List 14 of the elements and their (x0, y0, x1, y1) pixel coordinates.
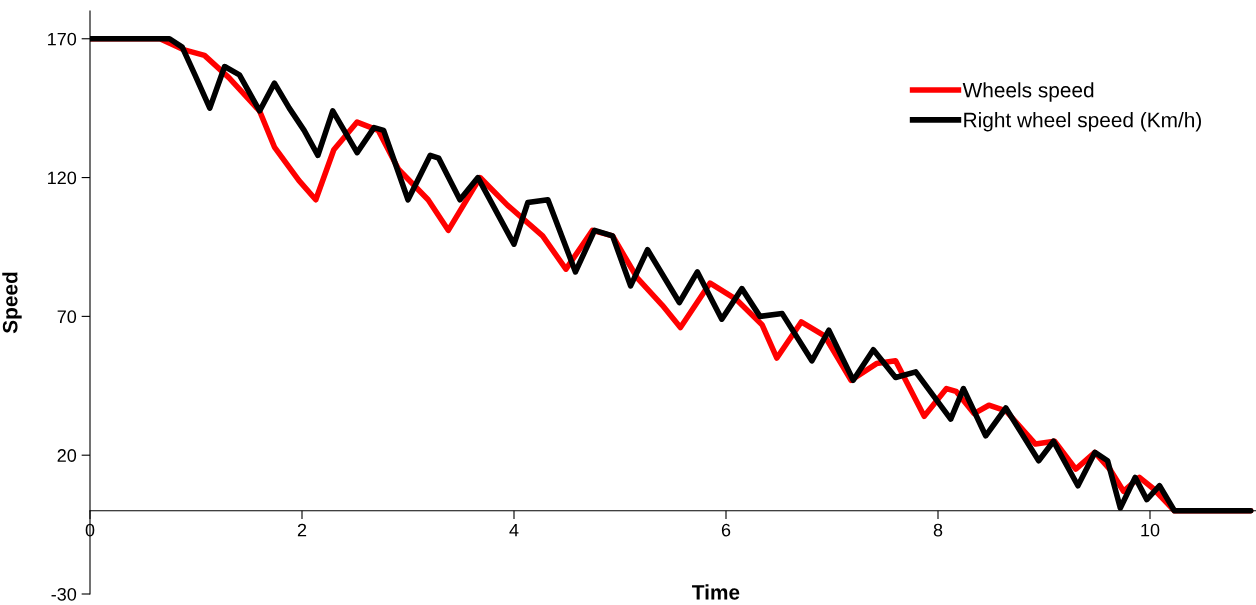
x-tick-label: 8 (933, 523, 943, 537)
x-tick-label: 10 (1141, 523, 1160, 537)
x-axis-title: Time (692, 584, 740, 600)
y-tick-label: 170 (48, 32, 77, 46)
x-tick-label: 4 (509, 523, 519, 537)
y-tick-label: 120 (48, 171, 77, 185)
x-tick-label: 2 (297, 523, 307, 537)
legend-label: Right wheel speed (Km/h) (964, 112, 1201, 132)
y-tick-label: 70 (57, 310, 77, 324)
x-tick-label: 6 (721, 523, 731, 537)
legend-label: Wheels speed (962, 82, 1094, 102)
y-axis-title: Speed (2, 272, 22, 334)
y-tick-label: -30 (51, 587, 77, 601)
y-tick-label: 20 (57, 449, 77, 462)
